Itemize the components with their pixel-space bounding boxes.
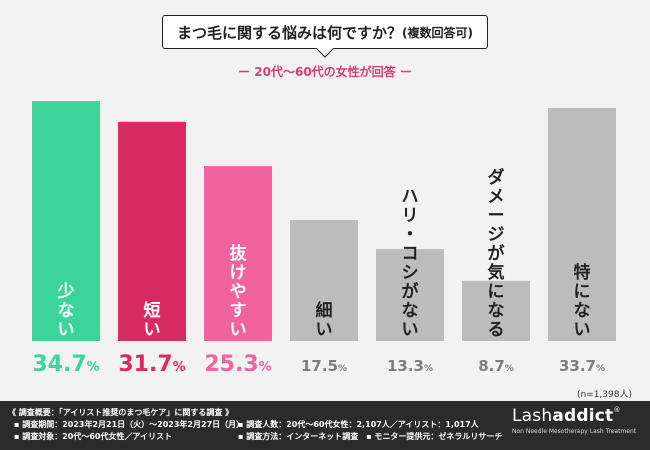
logo-text-light: Lash (512, 406, 553, 426)
sample-size-label: (n=1,398人) (576, 390, 632, 400)
bar-0 (32, 101, 100, 342)
category-label-3: 細い (316, 300, 333, 340)
value-label-4: 13.3% (387, 357, 433, 375)
survey-heading: 《 調査概要：「アイリスト推奨のまつ毛ケア」に関する調査 》 (8, 408, 234, 417)
survey-target: ▪ 調査対象：20代〜60代女性／アイリスト (14, 432, 173, 441)
survey-footer: 《 調査概要：「アイリスト推奨のまつ毛ケア」に関する調査 》 ▪ 調査期間：20… (0, 401, 650, 450)
bar-2 (204, 166, 272, 341)
bar-6 (548, 107, 616, 341)
category-label-2: 抜けやすい (230, 243, 248, 340)
category-label-5: ダメージが気になる (487, 167, 505, 340)
value-label-3: 17.5% (301, 357, 347, 375)
value-label-2: 25.3% (204, 352, 271, 377)
logo-text-bold: addict (552, 406, 614, 426)
chart-subtitle: ー 20代〜60代の女性が回答 ー (238, 65, 412, 79)
survey-method: ▪ 調査方法：インターネット調査 ▪ モニター提供元：ゼネラルリサーチ (238, 432, 503, 441)
survey-period: ▪ 調査期間：2023年2月21日（火）〜2023年2月27日（月） (14, 420, 245, 429)
logo-registered-mark: ® (613, 406, 621, 414)
category-label-1: 短い (144, 300, 161, 340)
bar-5 (462, 280, 530, 341)
brand-logo: Lashaddict® Non Needle Mesotherapy Lash … (512, 406, 644, 435)
value-label-0: 34.7% (32, 352, 99, 377)
bar-4 (376, 249, 444, 341)
chart-title: まつ毛に関する悩みは何ですか？ (177, 23, 403, 42)
value-label-6: 33.7% (559, 357, 605, 375)
logo-tagline: Non Needle Mesotherapy Lash Treatment (512, 428, 637, 435)
chart-title-box: まつ毛に関する悩みは何ですか？ (複数回答可) (162, 15, 488, 49)
bar-3 (290, 220, 358, 341)
category-label-0: 少ない (57, 282, 75, 340)
survey-respondents: ▪ 調査人数：20代〜60代女性：2,107人／アイリスト：1,017人 (238, 420, 479, 429)
value-label-1: 31.7% (118, 352, 185, 377)
category-label-6: 特にない (574, 262, 591, 340)
chart-title-note: (複数回答可) (402, 25, 473, 40)
value-label-5: 8.7% (478, 357, 514, 375)
category-label-4: ハリ・コシがない (402, 187, 419, 340)
bar-1 (118, 121, 186, 342)
